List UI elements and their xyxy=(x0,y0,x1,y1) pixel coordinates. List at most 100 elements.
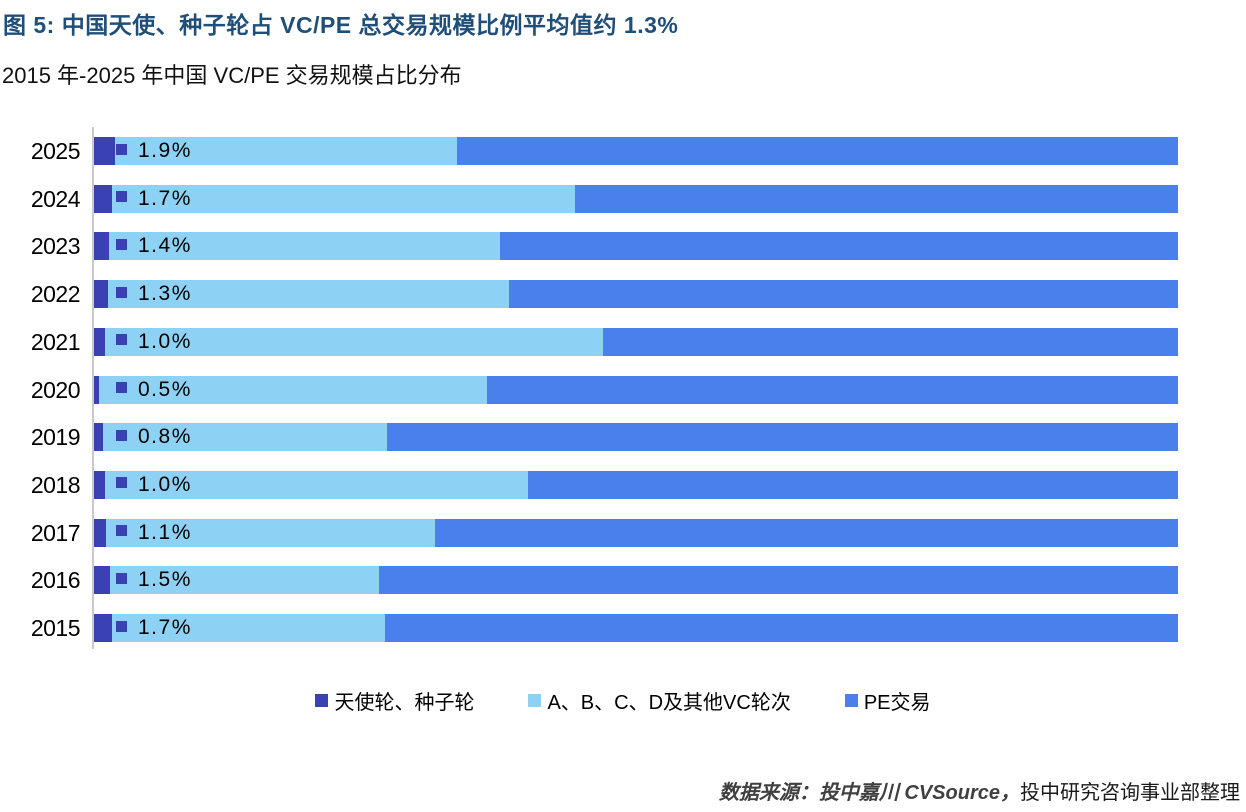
data-label-value: 1.7% xyxy=(138,616,192,639)
bar-row-2021: 2021 1.0% xyxy=(0,327,1246,356)
bar-row-2020: 2020 0.5% xyxy=(0,375,1246,404)
legend-item-vc-rounds: A、B、C、D及其他VC轮次 xyxy=(528,686,791,715)
stacked-bar xyxy=(94,614,1178,642)
data-label-value: 1.0% xyxy=(138,329,192,353)
bar-row-2022: 2022 1.3% xyxy=(0,280,1246,309)
year-label: 2015 xyxy=(30,615,81,641)
legend-key-icon xyxy=(116,525,127,537)
stacked-bar xyxy=(94,327,1178,356)
legend-key-icon xyxy=(116,191,127,203)
segment-vc-rounds xyxy=(108,280,510,309)
legend-swatch-icon xyxy=(528,694,542,707)
legend-swatch-icon xyxy=(315,694,329,707)
segment-vc-rounds xyxy=(102,423,387,452)
figure-subtitle: 2015 年-2025 年中国 VC/PE 交易规模占比分布 xyxy=(2,63,462,88)
data-label-value: 1.5% xyxy=(138,568,192,592)
data-source-note: 数据来源：投中嘉川 CVSource，投中研究咨询事业部整理 xyxy=(719,776,1240,805)
segment-angel-seed xyxy=(94,423,103,452)
data-label: 1.0% xyxy=(116,328,192,356)
segment-angel-seed xyxy=(94,232,110,261)
data-label: 1.5% xyxy=(116,566,192,594)
legend-key-icon xyxy=(116,238,127,250)
segment-angel-seed xyxy=(94,137,115,165)
chart-legend: 天使轮、种子轮 A、B、C、D及其他VC轮次 PE交易 xyxy=(0,686,1246,715)
segment-pe-deals xyxy=(509,280,1178,309)
segment-angel-seed xyxy=(94,375,100,404)
stacked-bar xyxy=(94,470,1178,499)
year-label: 2021 xyxy=(30,328,81,355)
legend-swatch-icon xyxy=(844,694,858,707)
segment-pe-deals xyxy=(500,232,1178,261)
data-label-value: 0.8% xyxy=(138,425,192,449)
data-label-value: 1.4% xyxy=(138,234,192,258)
segment-vc-rounds xyxy=(104,327,604,356)
segment-angel-seed xyxy=(94,470,105,499)
data-label-value: 1.3% xyxy=(138,282,192,306)
segment-vc-rounds xyxy=(112,614,385,642)
year-label: 2022 xyxy=(30,281,81,308)
segment-pe-deals xyxy=(527,470,1178,499)
data-label: 0.5% xyxy=(116,376,192,404)
data-label-value: 0.5% xyxy=(138,377,192,401)
bar-row-2019: 2019 0.8% xyxy=(0,423,1246,452)
stacked-bar xyxy=(94,137,1178,165)
stacked-bar xyxy=(94,232,1178,261)
year-label: 2025 xyxy=(30,138,81,164)
data-source-org: 投中研究咨询事业部整理 xyxy=(1020,782,1240,804)
data-label-value: 1.0% xyxy=(138,472,192,496)
data-label: 1.4% xyxy=(116,232,192,260)
segment-vc-rounds xyxy=(99,375,488,404)
stacked-bar xyxy=(94,423,1178,452)
year-label: 2020 xyxy=(30,376,81,403)
bar-row-2023: 2023 1.4% xyxy=(0,232,1246,261)
legend-key-icon xyxy=(116,382,127,393)
segment-pe-deals xyxy=(487,375,1178,404)
segment-pe-deals xyxy=(457,137,1178,165)
legend-key-icon xyxy=(116,429,127,441)
segment-vc-rounds xyxy=(112,184,576,213)
data-label-value: 1.1% xyxy=(138,520,192,544)
bar-row-2016: 2016 1.5% xyxy=(0,566,1246,595)
segment-angel-seed xyxy=(94,566,111,595)
legend-key-icon xyxy=(116,334,127,346)
segment-angel-seed xyxy=(94,184,113,213)
segment-angel-seed xyxy=(94,518,106,547)
data-label: 1.0% xyxy=(116,471,192,499)
segment-pe-deals xyxy=(435,518,1178,547)
segment-vc-rounds xyxy=(104,470,528,499)
legend-key-icon xyxy=(116,286,127,298)
segment-pe-deals xyxy=(386,423,1178,452)
year-label: 2023 xyxy=(30,233,81,260)
data-label-value: 1.9% xyxy=(138,139,192,162)
year-label: 2019 xyxy=(30,424,81,451)
legend-label: PE交易 xyxy=(863,692,931,714)
legend-label: 天使轮、种子轮 xyxy=(334,692,475,714)
bar-row-2018: 2018 1.0% xyxy=(0,470,1246,499)
bar-row-2024: 2024 1.7% xyxy=(0,184,1246,213)
figure-title: 图 5: 中国天使、种子轮占 VC/PE 总交易规模比例平均值约 1.3% xyxy=(3,12,679,38)
segment-vc-rounds xyxy=(109,232,501,261)
data-label: 0.8% xyxy=(116,423,192,451)
legend-item-angel-seed: 天使轮、种子轮 xyxy=(315,686,474,715)
legend-key-icon xyxy=(116,477,127,489)
data-source-text: 数据来源：投中嘉川 CVSource， xyxy=(718,782,1020,804)
segment-vc-rounds xyxy=(110,566,380,595)
stacked-bar xyxy=(94,518,1178,547)
legend-item-pe-deals: PE交易 xyxy=(844,686,931,715)
legend-key-icon xyxy=(116,572,127,584)
segment-pe-deals xyxy=(603,327,1178,356)
segment-angel-seed xyxy=(94,280,109,309)
stacked-bar-chart: 2025 1.9% 2024 1.7% 2023 1.4% 2022 1.3% 2021 1.0%… xyxy=(0,127,1246,649)
year-label: 2024 xyxy=(30,185,81,212)
data-label: 1.9% xyxy=(116,137,192,165)
y-axis-line xyxy=(92,127,94,649)
stacked-bar xyxy=(94,375,1178,404)
segment-vc-rounds xyxy=(114,137,458,165)
segment-angel-seed xyxy=(94,614,113,642)
segment-pe-deals xyxy=(575,184,1178,213)
data-label-value: 1.7% xyxy=(138,186,192,210)
year-label: 2018 xyxy=(30,471,81,498)
data-label: 1.7% xyxy=(116,185,192,213)
segment-pe-deals xyxy=(379,566,1178,595)
